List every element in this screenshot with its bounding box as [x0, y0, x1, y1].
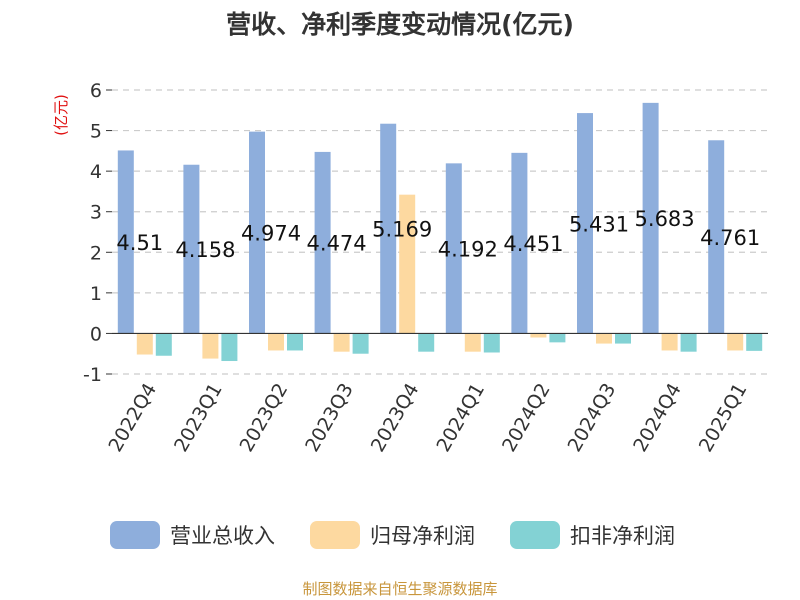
bar-0-2023Q1[interactable]: [183, 164, 200, 334]
y-tick-label: 5: [90, 121, 102, 143]
legend-item-1[interactable]: 归母净利润: [310, 521, 475, 549]
bar-1-2023Q2[interactable]: [268, 333, 284, 351]
data-label: 5.169: [372, 218, 432, 242]
bar-0-2024Q4[interactable]: [642, 102, 659, 334]
bar-1-2024Q2[interactable]: [530, 333, 547, 338]
x-tick-label: 2023Q4: [367, 380, 424, 456]
bar-0-2022Q4[interactable]: [117, 150, 134, 334]
bar-2-2023Q4[interactable]: [418, 333, 435, 352]
gridlines: [112, 89, 768, 375]
x-tick-label: 2024Q4: [629, 380, 686, 456]
bar-2-2023Q2[interactable]: [287, 333, 303, 351]
chart-title: 营收、净利季度变动情况(亿元): [226, 10, 574, 39]
bar-1-2023Q1[interactable]: [202, 333, 219, 359]
bars: [117, 102, 763, 362]
x-tick-label: 2023Q2: [236, 380, 293, 456]
x-tick-label: 2023Q1: [170, 380, 227, 456]
x-tick-label: 2023Q3: [301, 380, 358, 456]
bar-2-2024Q4[interactable]: [680, 333, 697, 352]
data-label: 4.474: [307, 232, 367, 256]
x-tick-label: 2022Q4: [104, 380, 161, 456]
bar-1-2024Q4[interactable]: [661, 333, 678, 351]
bar-0-2024Q1[interactable]: [445, 163, 462, 334]
data-label: 4.158: [175, 238, 235, 262]
y-tick-label: 4: [90, 161, 102, 183]
legend-item-0[interactable]: 营业总收入: [110, 521, 275, 549]
bar-0-2023Q4[interactable]: [380, 123, 397, 334]
x-tick-label: 2025Q1: [695, 380, 752, 456]
legend[interactable]: 营业总收入 归母净利润 扣非净利润: [110, 521, 675, 549]
bar-2-2025Q1[interactable]: [746, 333, 763, 351]
y-tick-label: 6: [90, 80, 102, 102]
data-label: 4.51: [116, 231, 163, 255]
x-tick-label: 2024Q2: [498, 380, 555, 456]
y-tick-label: -1: [83, 364, 102, 386]
bar-2-2022Q4[interactable]: [155, 333, 172, 356]
data-label: 5.431: [569, 212, 629, 236]
y-tick-label: 3: [90, 202, 102, 224]
bar-0-2023Q3[interactable]: [314, 151, 331, 334]
bar-1-2025Q1[interactable]: [727, 333, 744, 351]
data-label: 4.761: [700, 226, 760, 250]
data-label: 4.974: [241, 222, 301, 246]
bar-1-2022Q4[interactable]: [136, 333, 153, 355]
data-label: 4.451: [503, 232, 563, 256]
y-tick-label: 0: [90, 323, 102, 345]
data-label: 5.683: [635, 207, 695, 231]
source-note: 制图数据来自恒生聚源数据库: [302, 580, 497, 598]
bar-1-2024Q1[interactable]: [464, 333, 481, 352]
y-tick-label: 1: [90, 283, 102, 305]
bar-2-2024Q1[interactable]: [483, 333, 500, 353]
bar-2-2024Q2[interactable]: [549, 333, 566, 343]
x-axis-ticks: 2022Q4 2023Q1 2023Q2 2023Q3 2023Q4 2024Q1 2024…: [104, 380, 751, 456]
bar-1-2024Q3[interactable]: [596, 333, 612, 344]
legend-swatch: [510, 521, 560, 549]
legend-swatch: [310, 521, 360, 549]
bar-0-2024Q3[interactable]: [577, 113, 593, 334]
legend-label: 营业总收入: [170, 524, 275, 548]
bar-2-2023Q3[interactable]: [352, 333, 369, 354]
x-tick-label: 2024Q3: [564, 380, 621, 456]
bar-2-2023Q1[interactable]: [221, 333, 238, 362]
data-label: 4.192: [438, 237, 498, 261]
bar-0-2024Q2[interactable]: [511, 152, 528, 334]
y-axis-ticks: 6 5 4 3 2 1 0 -1: [83, 80, 112, 386]
bar-1-2023Q4[interactable]: [399, 194, 416, 334]
x-tick-label: 2024Q1: [432, 380, 489, 456]
legend-label: 扣非净利润: [570, 524, 675, 548]
legend-swatch: [110, 521, 160, 549]
bar-0-2023Q2[interactable]: [249, 131, 265, 334]
legend-item-2[interactable]: 扣非净利润: [510, 521, 675, 549]
y-tick-label: 2: [90, 242, 102, 264]
y-axis-unit: (亿元): [52, 94, 70, 136]
legend-label: 归母净利润: [370, 524, 475, 548]
bar-2-2024Q3[interactable]: [615, 333, 631, 344]
bar-1-2023Q3[interactable]: [333, 333, 350, 352]
bar-0-2025Q1[interactable]: [708, 140, 725, 334]
